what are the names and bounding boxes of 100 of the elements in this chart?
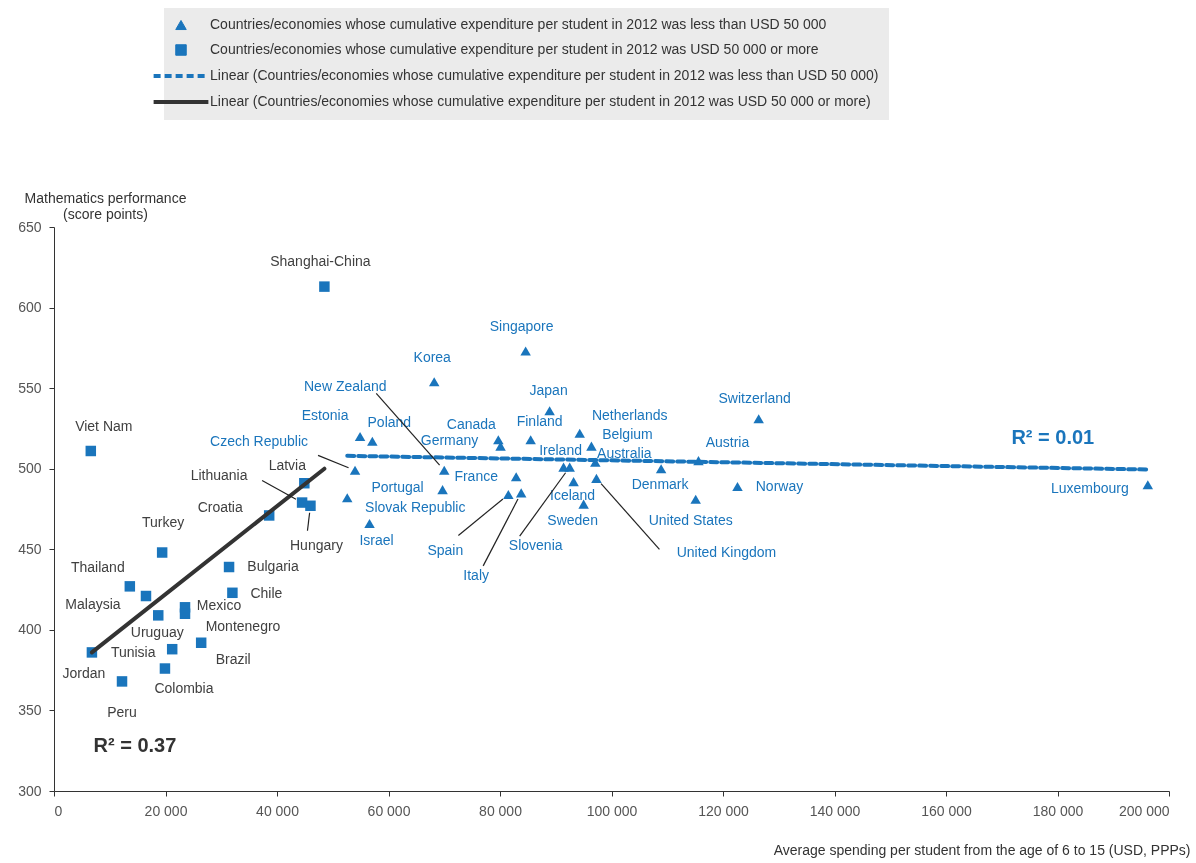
data-label: Montenegro [205, 617, 281, 634]
data-label: Bulgaria [247, 558, 299, 575]
x-tick-label: 100 000 [586, 802, 638, 819]
data-label: Brazil [215, 650, 251, 667]
point [116, 676, 128, 687]
point [364, 518, 375, 529]
point [510, 472, 522, 482]
point [515, 488, 527, 498]
data-label: Chile [250, 584, 283, 601]
point [227, 587, 238, 599]
x-tick-label: 20 000 [144, 802, 188, 819]
data-label: Luxembourg [1050, 479, 1129, 496]
data-label: Malaysia [65, 596, 121, 613]
data-label: Canada [446, 415, 497, 432]
point [166, 643, 178, 655]
data-label: Iceland [550, 486, 596, 503]
point [503, 489, 514, 500]
point [437, 485, 448, 495]
legend-label: Countries/economies whose cumulative expenditure per student in 2012 was USD 50 000 or more [210, 41, 819, 57]
point [349, 465, 361, 475]
point [520, 346, 531, 356]
point [690, 494, 701, 504]
x-tick-label: 140 000 [809, 802, 861, 819]
data-label: Tunisia [110, 644, 156, 661]
data-label: Belgium [602, 426, 653, 443]
data-label: Italy [463, 566, 490, 583]
annotation: R² = 0.01 [1011, 425, 1095, 448]
point [564, 462, 575, 472]
point [159, 663, 171, 674]
x-tick-label: 180 000 [1032, 802, 1084, 819]
point [367, 436, 378, 446]
point [354, 431, 366, 442]
point [124, 581, 136, 592]
point [655, 464, 667, 474]
data-label: Spain [427, 542, 464, 559]
legend-label: Countries/economies whose cumulative expenditure per student in 2012 was less than USD 50 000 [210, 16, 827, 32]
point [1142, 480, 1154, 490]
point [223, 561, 235, 573]
point [544, 406, 555, 416]
point [342, 493, 353, 503]
x-tick-label: 60 000 [367, 802, 411, 819]
data-label: Latvia [268, 457, 307, 474]
data-label: Sweden [547, 512, 598, 529]
x-axis-title: Average spending per student from the age of 6 to 15 (USD, PPPs) [773, 841, 1191, 858]
point [753, 414, 764, 424]
data-label: Switzerland [718, 389, 791, 406]
data-label: Norway [755, 478, 804, 495]
point [568, 477, 579, 487]
data-label: Denmark [631, 475, 690, 492]
x-tick-label: 200 000 [1118, 802, 1170, 819]
point [439, 465, 450, 475]
legend-label: Linear (Countries/economies whose cumulative expenditure per student in 2012 was USD 50 000 or more) [210, 93, 871, 109]
x-tick-label: 160 000 [921, 802, 973, 819]
point [85, 445, 97, 457]
data-label: France [454, 467, 499, 484]
data-label: Czech Republic [210, 433, 309, 450]
data-label: Colombia [154, 679, 214, 696]
point [305, 500, 316, 512]
data-label: Finland [516, 412, 563, 429]
point [591, 473, 602, 483]
data-label: Uruguay [130, 624, 184, 641]
y-tick-label: 300 [18, 782, 42, 799]
point [578, 499, 589, 509]
data-label: Australia [597, 445, 652, 462]
point [586, 441, 597, 451]
x-tick-label: 120 000 [698, 802, 750, 819]
data-label: United Kingdom [676, 544, 777, 561]
x-tick-label: 80 000 [479, 802, 523, 819]
legend-label: Linear (Countries/economies whose cumulative expenditure per student in 2012 was less than USD 50 000) [210, 67, 879, 83]
x-tick-label: 40 000 [256, 802, 300, 819]
data-label: Germany [420, 432, 479, 449]
data-label: Hungary [289, 536, 343, 553]
point [574, 428, 585, 438]
data-label: Turkey [142, 513, 185, 530]
data-label: Thailand [70, 559, 125, 576]
data-label: Shanghai-China [270, 252, 371, 269]
point [195, 637, 207, 648]
data-label: Korea [413, 348, 452, 365]
point [525, 435, 536, 445]
data-label: Viet Nam [75, 417, 133, 434]
data-label: Singapore [489, 318, 554, 335]
y-tick-label: 550 [18, 379, 42, 396]
point [179, 608, 191, 619]
data-label: Ireland [539, 442, 582, 459]
point [732, 481, 743, 491]
data-label: Slovenia [508, 537, 563, 554]
y-tick-label: 450 [18, 540, 42, 557]
data-label: Peru [107, 704, 137, 721]
data-label: Lithuania [190, 466, 248, 483]
data-label: Jordan [62, 665, 106, 682]
data-label: Estonia [301, 407, 349, 424]
point [153, 610, 164, 621]
data-label: Portugal [371, 478, 424, 495]
y-tick-label: 350 [18, 701, 42, 718]
data-label: United States [648, 512, 733, 529]
data-label: Austria [705, 433, 750, 450]
data-label: Netherlands [591, 407, 668, 424]
y-tick-label: 600 [18, 299, 42, 316]
data-label: Israel [359, 531, 394, 548]
data-label: Slovak Republic [365, 498, 466, 515]
